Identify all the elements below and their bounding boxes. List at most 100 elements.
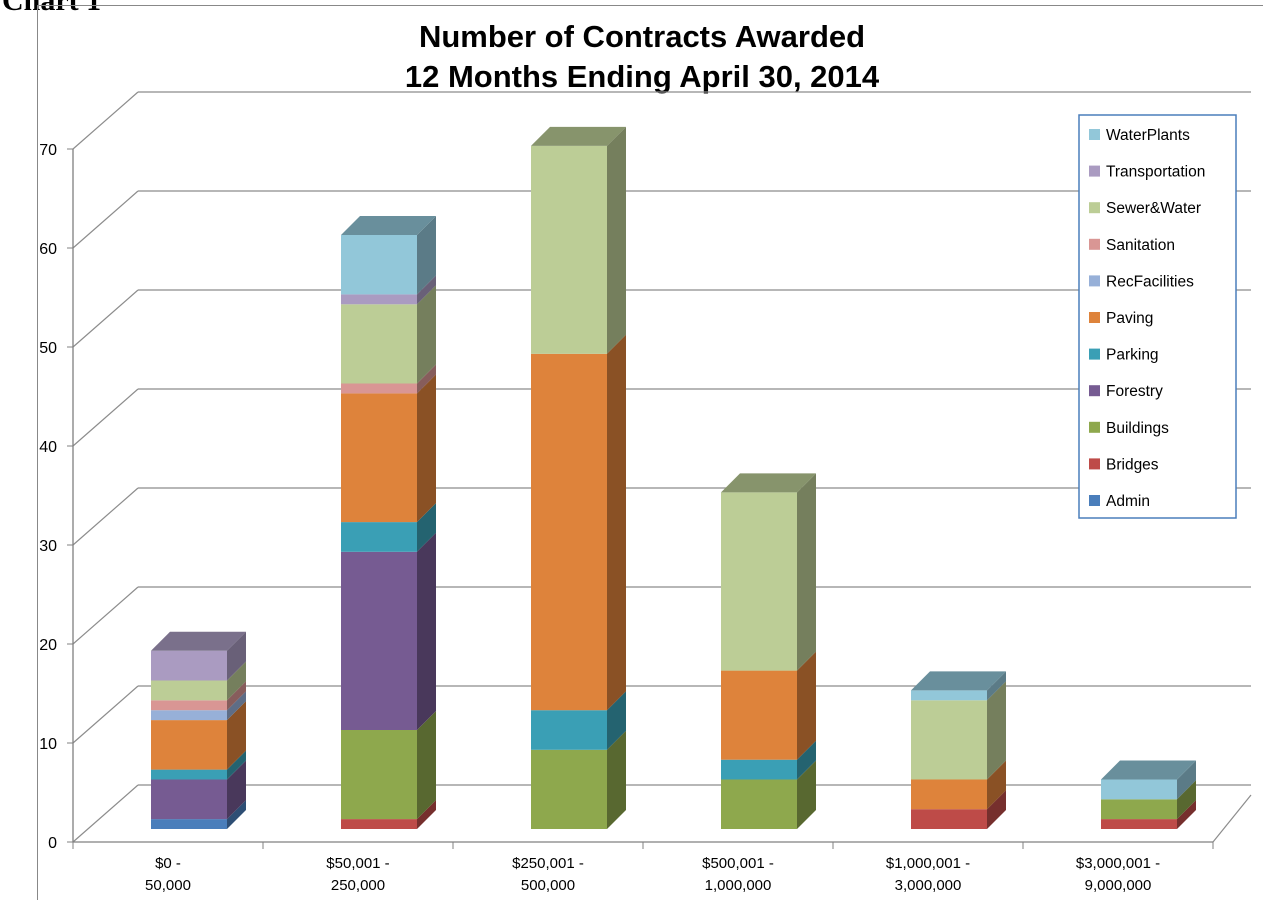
chart-title: Number of Contracts Awarded [419, 19, 865, 54]
legend-swatch [1089, 275, 1100, 287]
bar-segment-side [417, 275, 436, 305]
gridline-side [72, 685, 139, 744]
bar-segment-side [797, 740, 816, 780]
legend-label: Paving [1106, 310, 1153, 327]
legend-label: WaterPlants [1106, 127, 1190, 144]
legend-swatch [1089, 385, 1100, 397]
bar-segment-front [911, 809, 987, 829]
bars [151, 126, 1196, 829]
y-tick-label: 20 [39, 637, 57, 654]
gridline-side [72, 784, 139, 843]
bar-segment-front [151, 819, 227, 829]
bar-segment-side [417, 711, 436, 820]
gridline-side [72, 289, 139, 348]
bar-segment-front [341, 383, 417, 394]
axes: 0 10 20 30 40 50 60 70 $0 - 50,000 $50,001 - 250,00… [39, 142, 1214, 894]
bar-segment-side [797, 473, 816, 671]
legend-label: Sewer&Water [1106, 200, 1201, 217]
bar-segment-front [911, 779, 987, 810]
y-tick-label: 40 [39, 439, 57, 456]
legend-swatch [1089, 458, 1100, 470]
bar-segment-side [607, 730, 626, 829]
legend-label: RecFacilities [1106, 273, 1194, 290]
bar-segment-front [151, 650, 227, 681]
legend-label: Bridges [1106, 456, 1159, 473]
bar-segment-side [417, 285, 436, 384]
chart-frame [37, 5, 1263, 900]
bar-segment-side [227, 760, 246, 820]
y-tick-label: 0 [48, 835, 57, 852]
legend: WaterPlants Transportation Sewer&Water Sani… [1078, 114, 1237, 519]
bar-segment-front [531, 353, 607, 711]
bar-segment-side [797, 651, 816, 760]
bar-top [531, 126, 626, 146]
bar-segment-front [531, 710, 607, 750]
bar-segment-front [911, 700, 987, 780]
bar-segment-side [987, 671, 1006, 701]
gridline-side [72, 487, 139, 546]
bar-segment-front [151, 680, 227, 701]
bar-segment-side [227, 750, 246, 780]
bar-segment-front [151, 779, 227, 820]
gridline-side [72, 586, 139, 645]
bar-segment-side [417, 374, 436, 523]
bar-segment-front [721, 779, 797, 829]
bar-top [1101, 760, 1196, 780]
bar-top [341, 216, 436, 235]
legend-swatch [1089, 165, 1100, 177]
bar-segment-front [151, 769, 227, 780]
y-tick-label: 30 [39, 538, 57, 555]
bar-segment-front [341, 235, 417, 295]
x-tick-label: $0 - [155, 855, 181, 872]
gridline-side [72, 190, 139, 249]
bar-segment-side [607, 126, 626, 354]
legend-swatch [1089, 129, 1100, 140]
bar-segment-side [1177, 800, 1196, 829]
legend-label: Sanitation [1106, 237, 1175, 254]
bar-segment-side [987, 790, 1006, 829]
legend-label: Admin [1106, 493, 1150, 510]
bar-top [911, 671, 1006, 691]
bar-segment-side [417, 503, 436, 552]
gridline-side [72, 388, 139, 447]
legend-swatch [1089, 312, 1100, 323]
legend-label: Forestry [1106, 383, 1163, 400]
legend-swatch [1089, 202, 1100, 214]
bar-segment-front [721, 670, 797, 760]
bar-segment-front [341, 730, 417, 820]
legend-label: Buildings [1106, 420, 1169, 437]
x-tick-label: $50,001 - [326, 855, 389, 872]
gridline-side [72, 91, 139, 150]
bar-segment-front [1101, 819, 1177, 829]
bar-segment-front [1101, 799, 1177, 820]
bar-segment-side [607, 691, 626, 750]
x-tick-label: $1,000,001 - [886, 855, 970, 872]
bar-segment-front [341, 522, 417, 552]
y-tick-label: 10 [39, 736, 57, 753]
legend-swatch [1089, 238, 1100, 250]
bar-segment-front [531, 145, 607, 354]
legend-label: Transportation [1106, 164, 1205, 181]
x-tick-label: $500,001 - [702, 855, 774, 872]
bar-segment-side [417, 364, 436, 394]
x-tick-label: 9,000,000 [1085, 877, 1152, 894]
bar-segment-front [151, 720, 227, 770]
x-tick-label: 3,000,000 [895, 877, 962, 894]
bar-segment-side [227, 691, 246, 721]
bar-segment-front [721, 492, 797, 671]
bar-segment-front [341, 294, 417, 305]
bar-segment-side [797, 760, 816, 829]
bar-segment-front [341, 551, 417, 730]
y-tick-label: 60 [39, 241, 57, 258]
legend-swatch [1089, 495, 1100, 506]
bar-segment-side [227, 661, 246, 701]
x-tick-label: 500,000 [521, 877, 575, 894]
bar-segment-front [1101, 779, 1177, 800]
bar-segment-side [227, 681, 246, 711]
bar-segment-side [1177, 760, 1196, 800]
legend-box [1078, 114, 1237, 519]
x-tick-label: 50,000 [145, 877, 191, 894]
bar-segment-side [417, 800, 436, 829]
gridlines [72, 91, 1252, 843]
